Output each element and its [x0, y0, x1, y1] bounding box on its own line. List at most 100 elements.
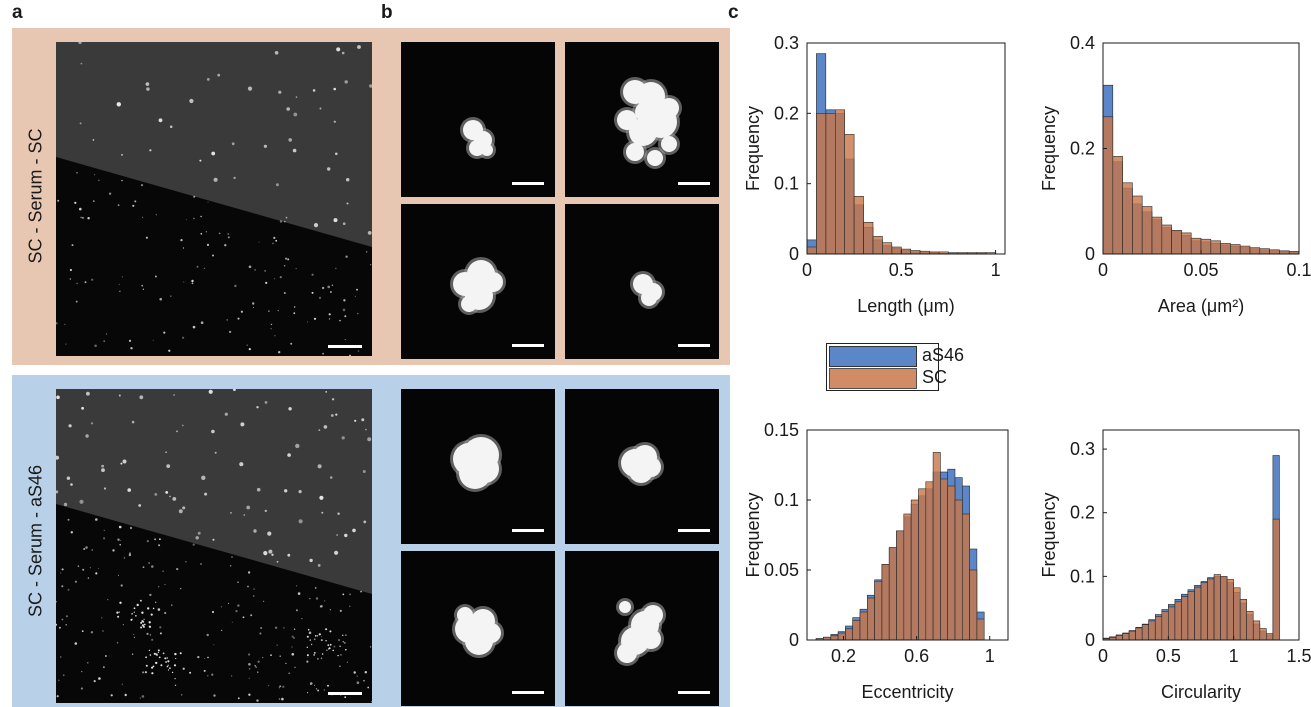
fluorescent-spot — [237, 604, 240, 607]
histogram-bar-sc — [969, 569, 978, 640]
fluorescent-spot — [306, 646, 308, 648]
fluorescent-spot — [356, 681, 360, 684]
fluorescent-spot — [291, 635, 294, 638]
histogram-bar-sc — [1220, 576, 1228, 640]
fluorescent-spot — [357, 312, 359, 315]
fluorescent-spot — [58, 626, 61, 629]
particle-blob — [457, 607, 473, 623]
histogram-bar-sc — [918, 488, 927, 640]
fluorescent-spot — [56, 695, 59, 698]
histogram-bar-sc — [834, 109, 845, 254]
particle-blob — [471, 455, 499, 483]
fluorescent-spot — [247, 571, 251, 574]
particle-image — [614, 598, 710, 694]
histogram-bar-sc — [1174, 601, 1182, 640]
histogram-bar-sc — [1207, 578, 1215, 640]
fluorescent-spot — [61, 618, 64, 621]
histogram-bar-sc — [1210, 240, 1221, 254]
fluorescent-spot — [146, 632, 149, 635]
particle-blob — [483, 272, 503, 292]
fluorescent-spot — [127, 488, 131, 492]
fluorescent-spot — [180, 587, 182, 590]
fluorescent-spot — [212, 538, 215, 541]
fluorescent-spot — [74, 201, 77, 204]
histogram-bar-sc — [947, 485, 956, 640]
fluorescent-spot — [179, 652, 182, 655]
fluorescent-spot — [182, 336, 185, 339]
histogram-bar-sc — [932, 452, 941, 640]
fluorescent-spot — [315, 597, 319, 600]
fluorescent-spot — [133, 611, 135, 613]
histogram-bar-sc — [1161, 224, 1172, 254]
fluorescent-spot — [279, 220, 283, 223]
fluorescent-spot — [293, 628, 296, 630]
fluorescent-spot — [86, 391, 90, 396]
y-tick-label: 0.3 — [1070, 439, 1095, 459]
fluorescent-spot — [270, 323, 273, 326]
fluorescent-spot — [283, 265, 286, 267]
fluorescent-spot — [74, 642, 78, 645]
fluorescent-spot — [153, 652, 156, 655]
fluorescent-spot — [97, 568, 99, 570]
fluorescent-spot — [84, 281, 87, 284]
fluorescent-spot — [227, 236, 230, 239]
fluorescent-spot — [146, 540, 149, 543]
fluorescent-spot — [90, 422, 94, 425]
fluorescent-spot — [169, 667, 171, 669]
fluorescent-spot — [342, 222, 346, 225]
fluorescent-spot — [168, 349, 171, 352]
fluorescent-spot — [157, 608, 161, 611]
fluorescent-spot — [203, 267, 206, 269]
fluorescent-spot — [285, 257, 288, 260]
fluorescent-spot — [295, 96, 298, 98]
fluorescent-spot — [363, 679, 365, 682]
particle-blob — [647, 150, 663, 166]
histogram-bar-sc — [1148, 620, 1156, 640]
fluorescent-spot — [268, 684, 270, 687]
fluorescent-spot — [231, 142, 235, 146]
fluorescent-spot — [189, 671, 192, 674]
histogram-bar-sc — [1132, 195, 1143, 254]
fluorescent-spot — [206, 633, 209, 637]
fluorescent-spot — [103, 666, 105, 668]
fluorescent-spot — [164, 583, 166, 586]
fluorescent-spot — [61, 585, 64, 588]
particle-blob — [659, 98, 679, 118]
fluorescent-spot — [214, 451, 217, 454]
fluorescent-spot — [343, 299, 346, 302]
fluorescent-spot — [132, 204, 135, 207]
fluorescent-spot — [259, 632, 262, 635]
fluorescent-spot — [141, 611, 144, 614]
fluorescent-spot — [283, 627, 285, 629]
fluorescent-spot — [330, 291, 332, 293]
fluorescent-spot — [66, 476, 71, 480]
fluorescent-spot — [345, 255, 348, 258]
fluorescent-spot — [171, 671, 174, 674]
scale-bar — [512, 182, 544, 185]
histogram-bar-sc — [1122, 182, 1133, 254]
fluorescent-spot — [258, 241, 260, 243]
fluorescent-spot — [107, 599, 109, 601]
fluorescent-spot — [103, 340, 106, 343]
fluorescent-spot — [129, 552, 131, 554]
histogram-bar-sc — [1259, 248, 1270, 254]
fluorescent-spot — [295, 443, 300, 449]
fluorescent-spot — [248, 348, 251, 351]
fluorescent-spot — [319, 495, 324, 500]
fluorescent-spot — [101, 617, 103, 619]
fluorescent-spot — [158, 586, 160, 588]
fluorescent-spot — [337, 654, 339, 657]
particle-image — [452, 604, 544, 694]
histogram-bar-sc — [1187, 591, 1195, 640]
fluorescent-spot — [290, 342, 293, 345]
fluorescent-spot — [325, 640, 327, 642]
histogram-bar-sc — [1239, 598, 1247, 640]
fluorescent-spot — [274, 335, 276, 337]
fluorescent-spot — [336, 47, 341, 52]
fluorescent-spot — [344, 80, 348, 84]
fluorescent-spot — [317, 464, 322, 469]
fluorescent-spot — [121, 154, 123, 156]
y-axis-label: Frequency — [1039, 492, 1059, 577]
x-axis-label: Length (μm) — [857, 296, 954, 316]
fluorescent-spot — [309, 639, 311, 641]
